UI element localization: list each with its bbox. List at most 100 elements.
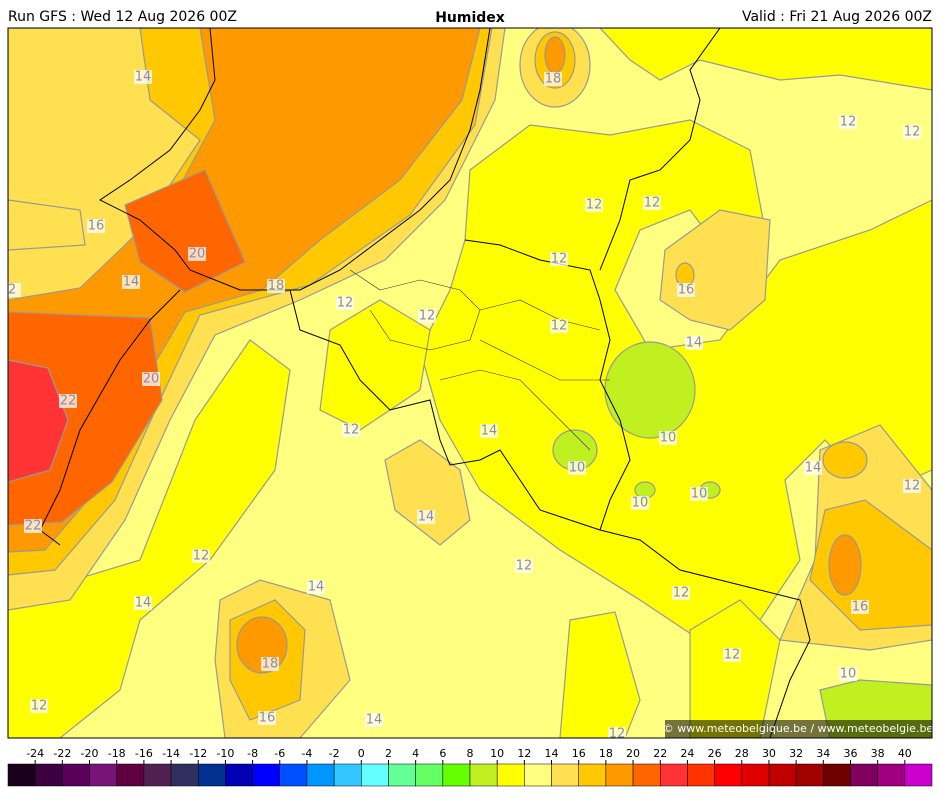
label-bg [690, 487, 708, 501]
contour-label: 18 [267, 279, 285, 294]
contour-value: 12 [193, 549, 210, 564]
colorbar-label: 16 [572, 747, 586, 760]
contour-value: 14 [481, 424, 498, 439]
colorbar-label: -14 [162, 747, 180, 760]
colorbar-label: 10 [490, 747, 504, 760]
copyright: © www.meteobelgique.be / www.meteobelgie… [663, 722, 934, 735]
contour-value: 10 [660, 431, 677, 446]
colorbar-box [768, 763, 797, 787]
colorbar-box [361, 763, 389, 787]
colorbar-box [170, 763, 199, 787]
contour-value: 10 [569, 461, 586, 476]
contour-value: 12 [586, 198, 603, 213]
contour-value: 12 [551, 252, 568, 267]
contour-value: 16 [852, 600, 869, 615]
label-bg [336, 296, 354, 310]
contour-value: 14 [135, 596, 152, 611]
contour-value: 12 [337, 296, 354, 311]
contour-value: 16 [88, 219, 105, 234]
contour-value: 10 [840, 667, 857, 682]
colorbar-label: 18 [599, 747, 613, 760]
colorbar-box [578, 763, 607, 787]
label-bg [417, 510, 435, 524]
label-bg [568, 461, 586, 475]
colorbar-box [34, 763, 63, 787]
contour-value: 10 [632, 496, 649, 511]
contour-value: 16 [678, 283, 695, 298]
colorbar-box [714, 763, 743, 787]
contour-value: 14 [123, 275, 140, 290]
colorbar-label: 0 [358, 747, 365, 760]
contour-value: 14 [366, 713, 383, 728]
label-bg [631, 496, 649, 510]
label-bg [804, 461, 822, 475]
label-bg [480, 424, 498, 438]
contour-value: 2 [8, 283, 16, 298]
label-bg [550, 252, 568, 266]
contour-value: 12 [644, 196, 661, 211]
label-bg [192, 549, 210, 563]
contour-value: 20 [189, 247, 206, 262]
contour-label: 2 [8, 283, 21, 298]
label-bg [261, 657, 279, 671]
colorbar-box [632, 763, 661, 787]
colorbar-box [7, 763, 36, 787]
contour-value: 10 [691, 487, 708, 502]
label-bg [24, 519, 42, 533]
contour-label: 12 [643, 196, 661, 211]
colorbar-box [605, 763, 634, 787]
contour-value: 12 [343, 423, 360, 438]
contour-label: 10 [839, 667, 857, 682]
contour-label: 22 [59, 394, 77, 409]
colorbar-label: -6 [274, 747, 285, 760]
colorbar-label: 36 [843, 747, 857, 760]
colorbar-box [306, 763, 335, 787]
colorbar-box [89, 763, 117, 787]
contour-value: 16 [259, 711, 276, 726]
label-bg [307, 580, 325, 594]
colorbar-label: 12 [517, 747, 531, 760]
contour-label: 12 [585, 198, 603, 213]
contour-value: 12 [904, 479, 921, 494]
colorbar-label: 4 [412, 747, 419, 760]
colorbar-box [143, 763, 172, 787]
contour-label: 12 [608, 727, 626, 742]
contour-label: 10 [659, 431, 677, 446]
contour-label: 20 [142, 372, 160, 387]
contour-value: 18 [545, 72, 562, 87]
map-title: Humidex [435, 10, 505, 26]
colorbar-box [496, 763, 525, 787]
colorbar-box [279, 763, 308, 787]
label-bg [122, 275, 140, 289]
contour-value: 12 [551, 319, 568, 334]
colorbar-box [62, 763, 90, 787]
label-bg [659, 431, 677, 445]
contour-label: 12 [192, 549, 210, 564]
valid-label: Valid : Fri 21 Aug 2026 00Z [742, 9, 932, 25]
colorbar-label: 34 [816, 747, 830, 760]
contour-label: 12 [418, 309, 436, 324]
colorbar-box [225, 763, 253, 787]
label-bg [142, 372, 160, 386]
label-bg [188, 247, 206, 261]
label-bg [87, 219, 105, 233]
colorbar-box [333, 763, 362, 787]
label-bg [267, 279, 285, 293]
colorbar-label: -20 [81, 747, 99, 760]
contour-value: 12 [904, 125, 921, 140]
colorbar-box [877, 763, 906, 787]
contour-label: 16 [87, 219, 105, 234]
contour-label: 12 [515, 559, 533, 574]
contour-label: 12 [342, 423, 360, 438]
colorbar-box [197, 763, 226, 787]
colorbar-box [442, 763, 471, 787]
label-bg [585, 198, 603, 212]
contour-label: 14 [122, 275, 140, 290]
map: 14 18 12 12 12 12 16 20 12 14 2 18 16 12 12 12 14 20 22 12 1… [8, 28, 934, 742]
label-bg [515, 559, 533, 573]
contour-value: 20 [143, 372, 160, 387]
contour-label: 12 [723, 648, 741, 663]
colorbar-box [116, 763, 145, 787]
contour-value: 12 [609, 727, 626, 742]
